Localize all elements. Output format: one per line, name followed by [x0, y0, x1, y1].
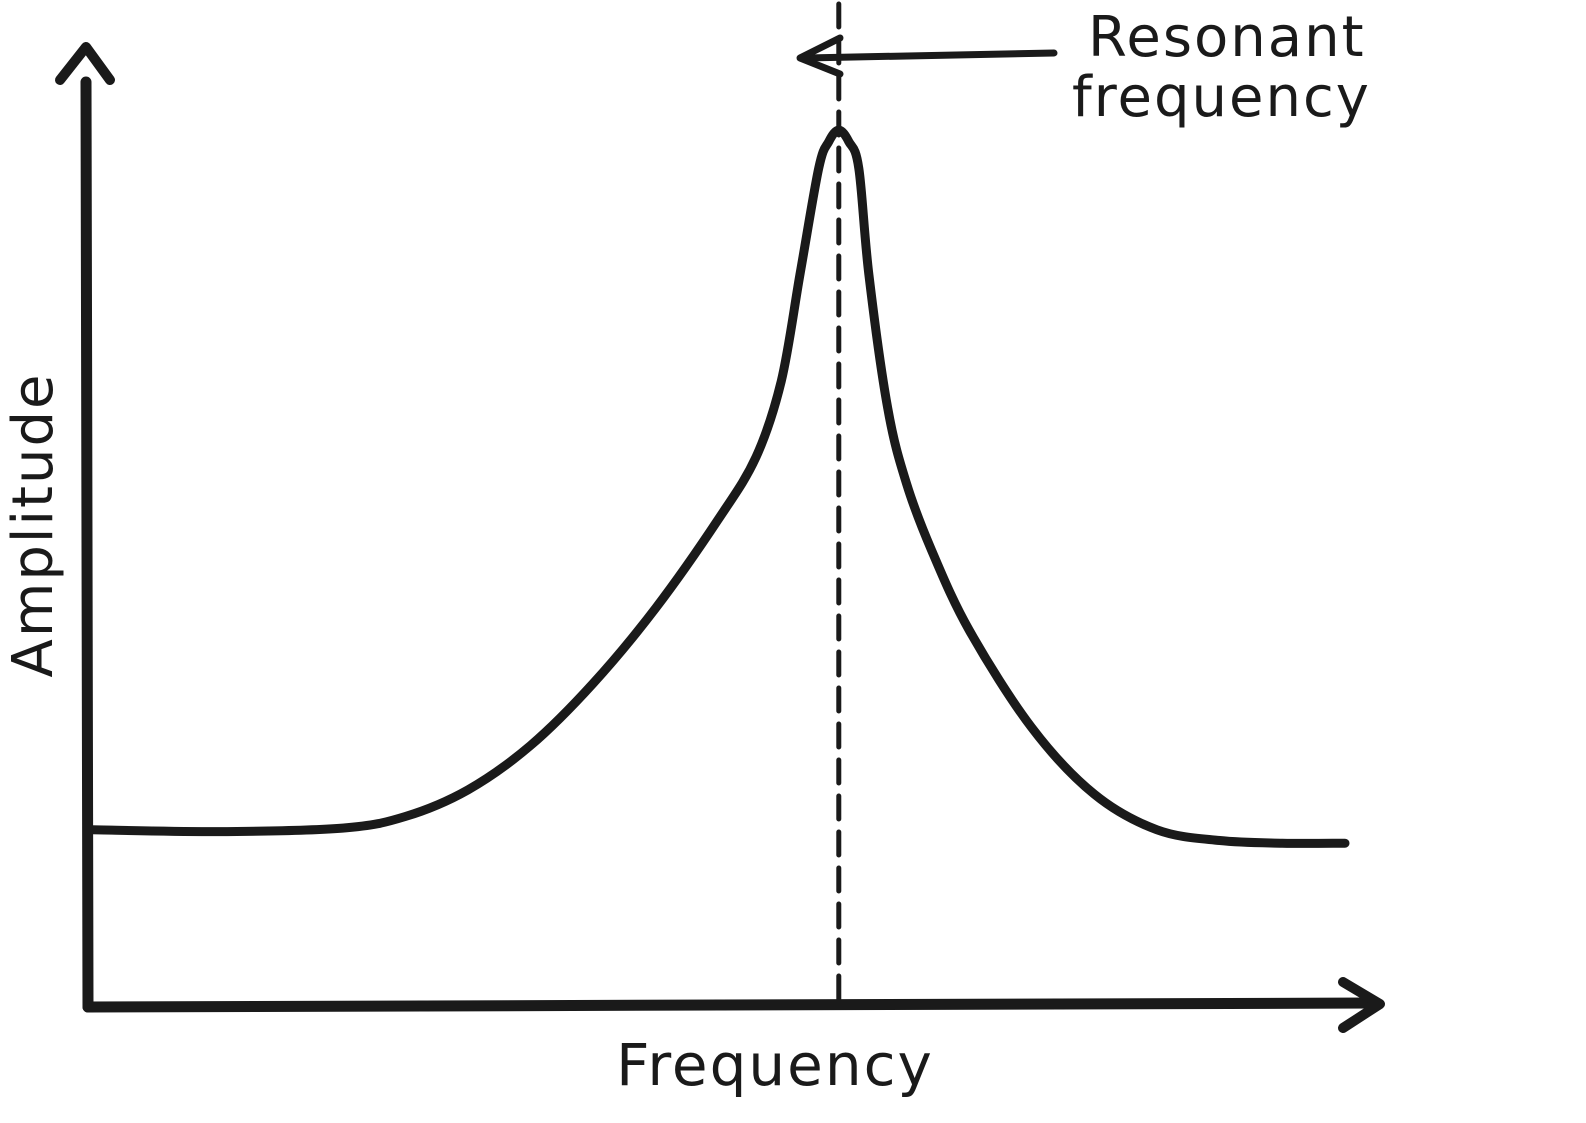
callout-arrowhead	[796, 34, 844, 78]
x-axis-label: Frequency	[616, 1031, 934, 1099]
y-axis-arrowhead	[55, 42, 115, 85]
x-axis-arrowhead	[1338, 977, 1385, 1033]
y-axis-line	[80, 76, 94, 1013]
y-axis-label: Amplitude	[1, 373, 66, 678]
callout-arrow-line	[802, 49, 1058, 62]
callout-label-line2: frequency	[1072, 65, 1371, 130]
x-axis-line	[82, 997, 1382, 1013]
series-line	[87, 125, 1350, 848]
callout-label-line1: Resonant	[1088, 5, 1366, 70]
x-axis	[82, 977, 1385, 1033]
callout-arrow	[796, 34, 1058, 78]
y-axis	[55, 42, 115, 1013]
